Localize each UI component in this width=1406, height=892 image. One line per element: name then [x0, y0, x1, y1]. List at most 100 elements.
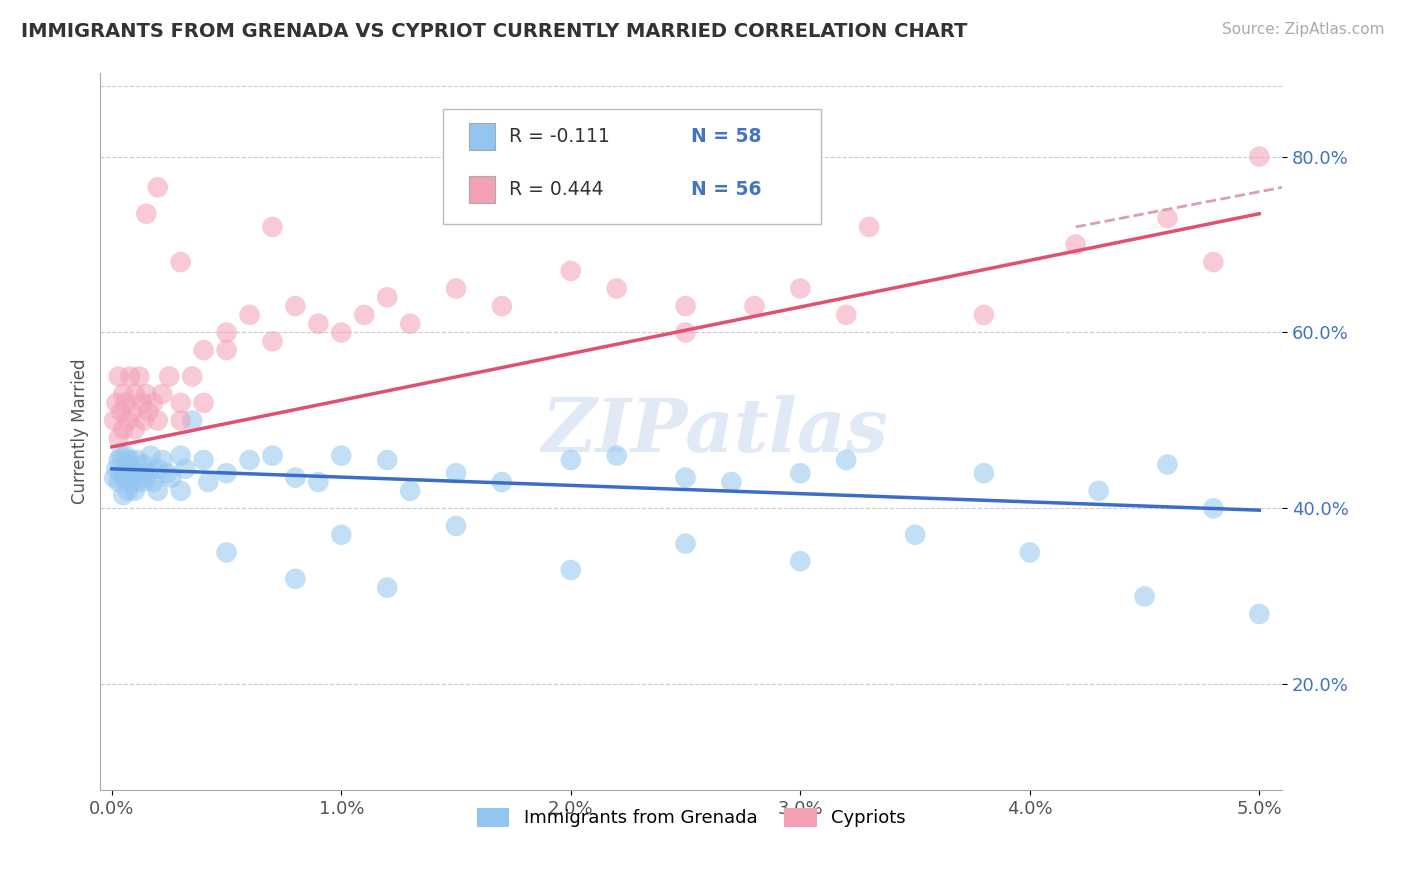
Point	[135, 207, 157, 221]
Point	[121, 404, 143, 418]
Point	[560, 563, 582, 577]
Point	[262, 219, 284, 234]
Point	[114, 396, 136, 410]
Point	[789, 554, 811, 568]
Point	[124, 467, 146, 481]
Point	[110, 449, 132, 463]
Point	[128, 467, 150, 481]
Point	[107, 431, 129, 445]
Point	[215, 467, 238, 481]
Point	[139, 449, 162, 463]
Point	[330, 449, 353, 463]
Bar	[470, 177, 495, 203]
Point	[491, 299, 513, 313]
Point	[444, 519, 467, 533]
Point	[124, 422, 146, 436]
Point	[132, 413, 155, 427]
Point	[193, 396, 215, 410]
Point	[170, 413, 193, 427]
Point	[675, 299, 697, 313]
Point	[675, 536, 697, 550]
Point	[135, 387, 157, 401]
Point	[560, 264, 582, 278]
Point	[142, 475, 165, 489]
Point	[675, 326, 697, 340]
Point	[904, 528, 927, 542]
Point	[560, 453, 582, 467]
Point	[120, 369, 142, 384]
Point	[375, 581, 398, 595]
Point	[238, 453, 260, 467]
Point	[284, 470, 307, 484]
Point	[789, 281, 811, 295]
Point	[744, 299, 766, 313]
Point	[307, 475, 329, 489]
Point	[330, 528, 353, 542]
Point	[238, 308, 260, 322]
FancyBboxPatch shape	[443, 109, 821, 224]
Point	[114, 467, 136, 481]
Point	[117, 413, 139, 427]
Point	[835, 308, 858, 322]
Text: N = 58: N = 58	[692, 128, 762, 146]
Point	[110, 467, 132, 481]
Text: R = -0.111: R = -0.111	[509, 128, 610, 146]
Point	[160, 470, 183, 484]
Point	[215, 343, 238, 357]
Point	[132, 458, 155, 472]
Point	[150, 387, 173, 401]
Point	[215, 326, 238, 340]
Point	[835, 453, 858, 467]
Text: ZIPatlas: ZIPatlas	[541, 395, 889, 467]
Point	[170, 396, 193, 410]
Point	[262, 449, 284, 463]
Point	[110, 404, 132, 418]
Point	[193, 343, 215, 357]
Point	[146, 462, 169, 476]
Point	[107, 453, 129, 467]
Point	[170, 449, 193, 463]
Point	[103, 413, 125, 427]
Point	[142, 396, 165, 410]
Point	[1087, 483, 1109, 498]
Bar	[470, 123, 495, 151]
Point	[1249, 150, 1271, 164]
Point	[117, 483, 139, 498]
Point	[1249, 607, 1271, 621]
Point	[1202, 255, 1225, 269]
Point	[138, 467, 160, 481]
Point	[399, 317, 422, 331]
Point	[124, 483, 146, 498]
Point	[181, 413, 204, 427]
Point	[307, 317, 329, 331]
Point	[675, 470, 697, 484]
Point	[789, 467, 811, 481]
Point	[105, 396, 128, 410]
Point	[284, 572, 307, 586]
Point	[138, 404, 160, 418]
Point	[444, 281, 467, 295]
Point	[181, 369, 204, 384]
Point	[375, 290, 398, 304]
Text: Source: ZipAtlas.com: Source: ZipAtlas.com	[1222, 22, 1385, 37]
Point	[1202, 501, 1225, 516]
Point	[121, 475, 143, 489]
Point	[1018, 545, 1040, 559]
Point	[112, 470, 135, 484]
Point	[135, 470, 157, 484]
Point	[858, 219, 880, 234]
Text: R = 0.444: R = 0.444	[509, 180, 605, 199]
Point	[193, 453, 215, 467]
Point	[128, 369, 150, 384]
Point	[107, 369, 129, 384]
Point	[1156, 211, 1178, 226]
Point	[114, 449, 136, 463]
Point	[170, 483, 193, 498]
Point	[606, 281, 628, 295]
Point	[330, 326, 353, 340]
Point	[125, 453, 148, 467]
Point	[146, 483, 169, 498]
Point	[103, 470, 125, 484]
Point	[112, 387, 135, 401]
Point	[120, 470, 142, 484]
